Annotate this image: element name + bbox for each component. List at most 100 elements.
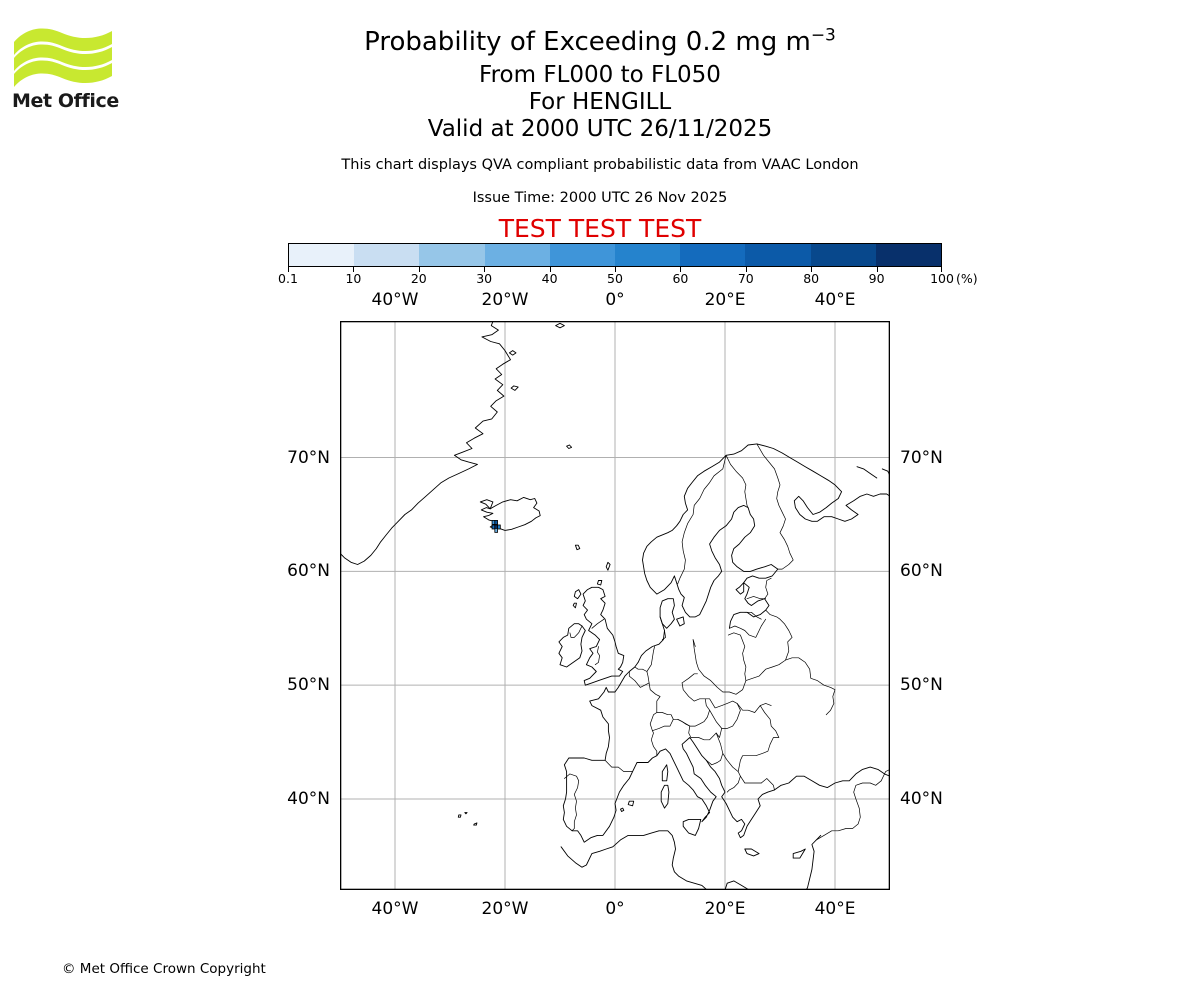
colorbar-ticks [288,267,942,273]
colorbar-tick-90 [876,267,878,272]
lat-label-left-70°N: 70°N [287,447,330,468]
colorbar-tick-100 [941,267,942,272]
met-office-wave-mark [14,28,112,87]
coastline-path [744,848,760,857]
coastline-path [596,580,603,586]
colorbar-tick-60 [680,267,682,272]
border-path [726,775,741,793]
border-path [688,725,723,741]
border-path [725,454,749,508]
border-path [628,671,650,688]
colorbar-band-8 [810,244,876,266]
border-path [692,639,696,647]
border-path [744,611,762,620]
colorbar-label-50: 50 [607,271,623,286]
border-path [649,712,658,757]
lat-label-left-50°N: 50°N [287,675,330,696]
valid-time-subtitle: Valid at 2000 UTC 26/11/2025 [427,116,773,142]
border-path [661,630,666,640]
border-path [692,632,747,695]
colorbar-band-5 [615,244,681,266]
colorbar-band-0 [289,244,355,266]
border-path [591,618,605,629]
page-title-exponent: −3 [810,25,836,46]
coastline-path [792,848,806,859]
coastlines [340,321,890,890]
colorbar-label-90: 90 [868,271,885,286]
volcano-subtitle: For HENGILL [528,89,672,115]
border-path [681,673,698,684]
ash-cell-30pct [494,527,498,533]
copyright-notice: © Met Office Crown Copyright [62,961,266,977]
colorbar-tick-10 [353,267,355,272]
colorbar-bands [288,243,942,267]
coastline-path [480,496,541,531]
border-path [765,609,793,661]
coastline-path [572,602,577,609]
border-path [564,773,580,832]
coastline-path [582,586,625,686]
colorbar-band-7 [745,244,811,266]
border-path [677,454,727,585]
coastline-path [340,321,511,565]
coastline-path [676,616,685,627]
colorbar-label-0.1: 0.1 [278,271,298,286]
border-path [705,732,724,766]
colorbar-tick-70 [745,267,747,272]
colorbar-tick-0.1 [288,267,289,272]
map-frame [340,321,890,890]
country-borders [564,443,890,841]
coastline-path [756,443,890,522]
colorbar-label-80: 80 [803,271,820,286]
border-path [709,703,741,729]
lon-label-top-20°E: 20°E [704,290,746,310]
colorbar-band-2 [419,244,485,266]
ash-cell-60pct [491,524,496,530]
border-path [594,646,600,666]
colorbar-tick-labels: 0.1 10 20 30 40 50 60 70 80 90 100 [278,271,954,289]
met-office-wordmark: Met Office [12,90,119,112]
page-title: Probability of Exceeding 0.2 mg m−3 [140,25,1060,59]
border-path [756,443,794,570]
border-path [677,718,691,727]
border-path [729,618,767,638]
ash-cell-40pct [491,520,496,525]
coastline-path [627,800,635,807]
lon-label-top-20°W: 20°W [481,290,529,310]
colorbar-band-3 [484,244,550,266]
colorbar-tick-20 [418,267,420,272]
lon-label-top-0°: 0° [605,290,625,310]
lat-label-left-60°N: 60°N [287,561,330,582]
map-plot-area [340,321,890,890]
border-path [634,666,648,672]
ash-cell-50pct [497,524,501,530]
qva-note: This chart displays QVA compliant probab… [341,157,859,173]
coastline-path [510,385,519,391]
colorbar-label-60: 60 [672,271,689,286]
page-title-text: Probability of Exceeding 0.2 mg m [364,27,811,57]
coastline-path [573,589,582,600]
coastline-path [479,499,494,510]
border-path [764,577,772,600]
colorbar-band-9 [875,244,942,266]
lon-label-top-40°E: 40°E [814,290,856,310]
lat-label-right-50°N: 50°N [900,675,943,696]
colorbar-band-1 [354,244,420,266]
colorbar-label-30: 30 [476,271,493,286]
flight-level-subtitle: From FL000 to FL050 [479,62,721,88]
lon-label-bottom-20°E: 20°E [704,899,746,919]
coastline-path [555,322,565,329]
coastline-path [605,561,611,571]
coastline-path [473,822,478,826]
coastline-path [856,466,878,479]
coastline-path [682,818,702,836]
coastline-path [560,830,822,890]
colorbar-band-4 [549,244,616,266]
coastline-path [660,784,670,809]
colorbar-label-20: 20 [410,271,427,286]
border-path [815,780,882,841]
colorbar-tick-80 [811,267,813,272]
coastline-path [661,764,669,782]
coastline-path [558,623,586,668]
colorbar-label-70: 70 [737,271,754,286]
